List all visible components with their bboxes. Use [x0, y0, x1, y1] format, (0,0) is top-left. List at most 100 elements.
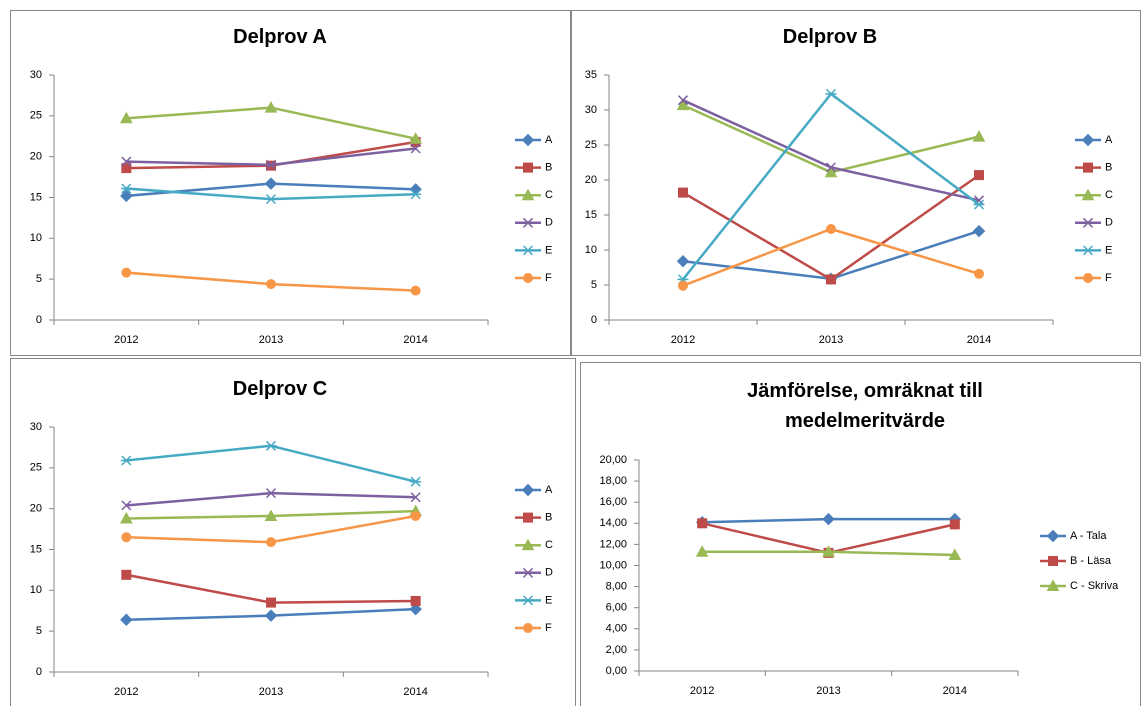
y-tick-label: 12,00: [599, 538, 627, 550]
marker: [121, 500, 132, 511]
series-line: [126, 187, 416, 201]
marker: [522, 595, 534, 606]
marker: [410, 511, 421, 522]
y-tick-label: 0: [591, 314, 597, 326]
y-tick-label: 5: [36, 625, 42, 637]
marker: [121, 156, 132, 167]
legend-label: F: [1105, 272, 1112, 284]
marker: [677, 95, 689, 106]
y-tick-label: 35: [585, 69, 597, 81]
legend-label: B: [545, 512, 552, 524]
x-tick-label: 2013: [259, 686, 283, 698]
marker: [264, 609, 278, 622]
marker: [521, 538, 535, 551]
marker: [949, 519, 960, 530]
y-tick-label: 0,00: [606, 665, 627, 677]
legend-label: C: [545, 189, 553, 201]
y-tick-label: 10,00: [599, 559, 627, 571]
marker: [120, 455, 132, 466]
chart-title: Delprov C: [232, 378, 328, 400]
y-tick-label: 6,00: [606, 602, 627, 614]
panel-border: [571, 10, 1141, 356]
y-tick-label: 5: [36, 273, 42, 285]
marker: [266, 537, 276, 548]
marker: [410, 492, 421, 503]
marker: [972, 130, 986, 142]
marker: [265, 194, 277, 205]
legend-label: F: [545, 272, 552, 284]
legend-label: B - Läsa: [1070, 555, 1112, 567]
marker: [822, 512, 835, 526]
y-tick-label: 20: [585, 174, 597, 186]
y-tick-label: 0: [36, 666, 42, 678]
marker: [1046, 579, 1060, 591]
marker: [522, 217, 534, 228]
legend-label: A: [545, 134, 553, 146]
marker: [264, 177, 278, 190]
marker: [697, 518, 708, 529]
marker: [974, 170, 984, 181]
marker: [522, 567, 534, 578]
x-tick-label: 2012: [114, 686, 138, 698]
y-tick-label: 14,00: [599, 517, 627, 529]
marker: [825, 88, 837, 99]
legend-label: D: [545, 567, 553, 579]
chart-title: Delprov A: [233, 26, 327, 48]
marker: [522, 245, 534, 256]
y-tick-label: 30: [585, 104, 597, 116]
x-tick-label: 2013: [816, 685, 840, 697]
marker: [678, 187, 688, 198]
legend-label: E: [545, 244, 552, 256]
marker: [948, 548, 962, 560]
legend-label: E: [1105, 244, 1112, 256]
marker: [266, 279, 276, 290]
y-tick-label: 2,00: [606, 644, 627, 656]
marker: [120, 183, 132, 194]
marker: [119, 111, 133, 124]
y-tick-label: 20: [30, 503, 42, 515]
y-tick-label: 15: [30, 543, 42, 555]
x-tick-label: 2014: [967, 334, 991, 346]
marker: [826, 274, 836, 285]
marker: [676, 254, 690, 268]
marker: [824, 165, 838, 178]
y-tick-label: 20,00: [599, 454, 627, 466]
marker: [1082, 217, 1094, 228]
marker: [1083, 273, 1093, 283]
legend-label: F: [545, 622, 552, 634]
legend-label: B: [545, 162, 552, 174]
marker: [120, 189, 133, 203]
legend-label: E: [545, 594, 552, 606]
panel-border: [10, 10, 571, 356]
y-tick-label: 20: [30, 151, 42, 163]
x-tick-label: 2013: [819, 334, 843, 346]
marker: [410, 143, 421, 154]
marker: [521, 133, 535, 147]
legend-label: C: [545, 539, 553, 551]
marker: [265, 440, 277, 451]
y-tick-label: 10: [585, 244, 597, 256]
series-line: [682, 99, 980, 202]
legend-label: C: [1105, 189, 1113, 201]
marker: [410, 189, 422, 200]
marker: [121, 267, 132, 278]
y-tick-label: 0: [36, 314, 42, 326]
legend-label: A: [545, 484, 553, 496]
marker: [523, 273, 533, 283]
marker: [1082, 245, 1094, 256]
marker: [1046, 529, 1060, 543]
y-tick-label: 10: [30, 584, 42, 596]
marker: [121, 569, 132, 580]
y-tick-label: 30: [30, 69, 42, 81]
marker: [1081, 188, 1095, 201]
series-line: [126, 444, 416, 483]
marker: [266, 597, 276, 608]
marker: [521, 188, 535, 201]
panel-border: [10, 358, 576, 706]
marker: [264, 101, 278, 113]
marker: [523, 512, 533, 523]
marker: [1048, 556, 1058, 566]
x-tick-label: 2014: [403, 334, 427, 346]
